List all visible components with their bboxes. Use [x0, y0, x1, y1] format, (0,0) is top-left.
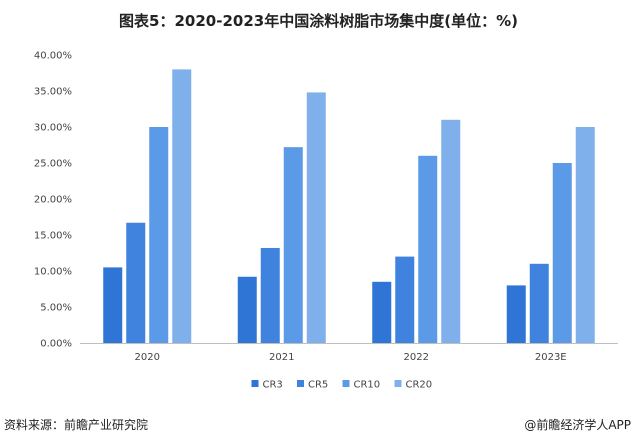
x-tick-label: 2021 [269, 352, 294, 363]
y-tick-label: 0.00% [40, 339, 72, 350]
bar-cr5-2020 [126, 222, 146, 343]
y-tick-label: 15.00% [34, 231, 72, 242]
y-tick-label: 10.00% [34, 267, 72, 278]
x-tick-label: 2020 [135, 352, 160, 363]
brand-credit: @前瞻经济学人APP [524, 418, 631, 432]
bar-cr5-2021 [260, 247, 280, 343]
bar-cr5-2023e [529, 263, 549, 343]
y-tick-label: 25.00% [34, 159, 72, 170]
bar-chart: 0.00% 5.00% 10.00% 15.00% 20.00% 25.00% 30.00%… [34, 51, 618, 391]
legend-label-cr5: CR5 [308, 380, 328, 391]
y-tick-label: 5.00% [40, 303, 72, 314]
bar-cr10-2023e [552, 163, 572, 343]
bar-cr3-2020 [103, 267, 123, 343]
y-tick-label: 35.00% [34, 87, 72, 98]
bar-cr3-2021 [237, 276, 257, 343]
legend-label-cr10: CR10 [354, 380, 381, 391]
legend-swatch-cr3 [251, 380, 259, 387]
y-tick-label: 40.00% [34, 51, 72, 62]
x-tick-label: 2023E [535, 352, 567, 363]
y-tick-label: 30.00% [34, 123, 72, 134]
bar-cr20-2021 [306, 92, 326, 343]
bar-cr10-2021 [283, 147, 303, 343]
bar-cr10-2022 [418, 155, 438, 343]
legend-label-cr20: CR20 [406, 380, 433, 391]
bar-cr10-2020 [149, 127, 169, 343]
bar-cr3-2022 [372, 281, 392, 343]
legend-swatch-cr10 [342, 380, 350, 387]
bar-cr3-2023e [506, 285, 526, 343]
legend-label-cr3: CR3 [263, 380, 283, 391]
legend-swatch-cr20 [394, 380, 402, 387]
bar-cr5-2022 [395, 256, 415, 343]
chart-title: 图表5：2020-2023年中国涂料树脂市场集中度(单位：%) [119, 12, 518, 30]
legend-swatch-cr5 [297, 380, 304, 387]
bar-cr20-2020 [172, 69, 192, 344]
y-tick-label: 20.00% [34, 195, 72, 206]
source-note: 资料来源：前瞻产业研究院 [4, 418, 149, 432]
bar-cr20-2022 [441, 119, 461, 343]
x-tick-label: 2022 [404, 352, 429, 363]
bar-cr20-2023e [575, 127, 595, 343]
